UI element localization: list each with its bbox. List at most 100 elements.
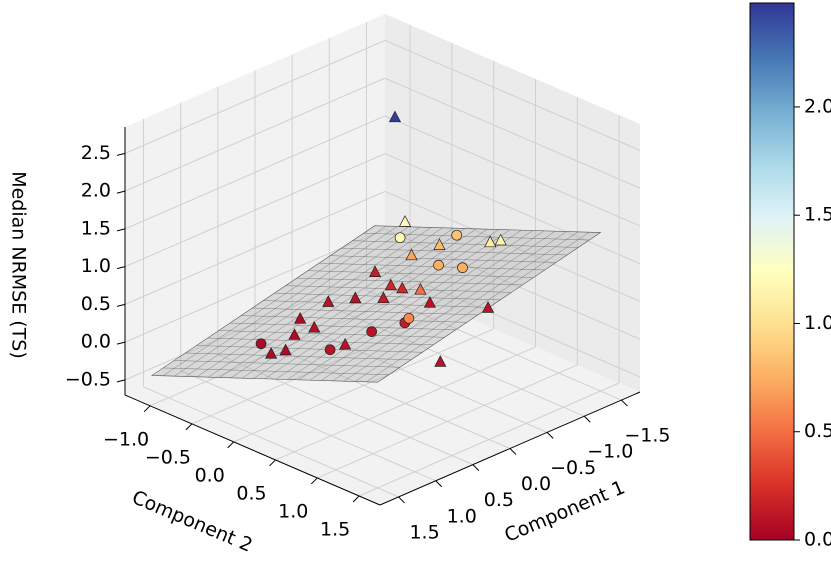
grid-line xyxy=(275,346,536,461)
colorbar xyxy=(749,2,795,541)
plane-mesh xyxy=(252,307,478,316)
grid-line xyxy=(124,190,386,305)
tick-mark xyxy=(116,341,126,345)
x-tick-label: 1.5 xyxy=(409,521,439,543)
plane-mesh xyxy=(196,345,423,353)
plane-mesh xyxy=(332,230,556,382)
grid-line xyxy=(124,266,386,381)
triangle-point xyxy=(433,238,446,250)
tick-mark xyxy=(227,441,235,449)
triangle-point xyxy=(339,337,352,350)
tick-mark xyxy=(116,190,126,194)
plane-mesh xyxy=(309,230,533,381)
z-tick-label: 0.5 xyxy=(81,293,111,315)
grid-line xyxy=(329,305,585,417)
tick-mark xyxy=(116,228,126,232)
tick-mark xyxy=(546,432,554,439)
plane-mesh xyxy=(163,367,389,375)
triangle-point xyxy=(423,295,436,308)
tick-mark xyxy=(116,379,126,383)
plane-mesh xyxy=(241,315,467,323)
triangle-point xyxy=(265,347,278,359)
triangle-point xyxy=(434,355,447,367)
tick-mark xyxy=(472,464,480,471)
grid-line xyxy=(384,190,641,302)
circle-point xyxy=(433,259,444,271)
axis-line xyxy=(124,394,381,506)
circle-point xyxy=(457,262,468,274)
x-tick-label: −0.5 xyxy=(550,457,596,479)
plane-mesh xyxy=(287,229,511,380)
grid-line xyxy=(358,382,620,497)
y-tick-label: 0.5 xyxy=(236,482,266,504)
plane-mesh xyxy=(298,229,522,381)
z-axis-label: Median NRMSE (TS) xyxy=(8,171,30,359)
triangle-point xyxy=(388,110,402,123)
x-tick-label: 0.5 xyxy=(484,489,514,511)
grid-line xyxy=(217,354,474,466)
triangle-point xyxy=(484,235,497,248)
circle-point xyxy=(394,232,406,244)
grid-line xyxy=(124,115,386,230)
y-tick-label: −1.0 xyxy=(103,428,149,450)
x-tick-label: 0.0 xyxy=(521,473,551,495)
tick-mark xyxy=(583,415,591,423)
plane-mesh xyxy=(354,231,579,382)
tick-mark xyxy=(116,152,126,156)
plane-mesh xyxy=(185,352,412,361)
y-tick-label: 1.0 xyxy=(278,500,308,522)
grid-line xyxy=(124,77,386,192)
grid-line xyxy=(143,386,399,498)
colorbar-tick-label: 0.5 xyxy=(804,420,831,442)
grid-line xyxy=(291,321,548,433)
triangle-point xyxy=(322,295,335,307)
grid-line xyxy=(366,289,622,401)
triangle-point xyxy=(494,233,507,246)
circle-point xyxy=(403,312,415,324)
circle-point xyxy=(366,326,378,338)
tick-mark xyxy=(143,405,151,413)
tick-mark xyxy=(269,459,276,467)
grid-line xyxy=(124,153,386,268)
grid-line xyxy=(317,364,578,479)
triangle-point xyxy=(384,278,397,291)
z-tick-label: −0.5 xyxy=(65,368,111,390)
y-tick-label: −0.5 xyxy=(145,446,191,468)
plane-mesh xyxy=(366,231,590,383)
y-tick-label: 1.5 xyxy=(320,518,350,540)
plane-mesh xyxy=(207,337,434,346)
triangle-point xyxy=(288,328,301,340)
plane-mesh xyxy=(264,228,488,380)
grid-line xyxy=(180,370,436,482)
triangle-point xyxy=(308,320,321,333)
colorbar-tick-label: 0.0 xyxy=(804,529,831,551)
z-tick-label: 2.0 xyxy=(81,180,111,202)
colorbar-tick-label: 1.5 xyxy=(804,204,831,226)
triangle-point xyxy=(481,301,495,313)
colorbar-tick-label: 2.0 xyxy=(804,95,831,117)
circle-point xyxy=(451,229,463,241)
triangle-point xyxy=(405,248,418,261)
colorbar-tick-label: 1.0 xyxy=(804,312,831,334)
triangle-point xyxy=(369,265,382,277)
triangle-point xyxy=(414,282,427,295)
plane-mesh xyxy=(275,229,500,380)
x-tick-label: −1.0 xyxy=(587,441,633,463)
grid-line xyxy=(384,153,641,265)
grid-line xyxy=(233,328,494,443)
plot-area: −1.5−1.0−0.50.00.51.01.5−1.0−0.50.00.51.… xyxy=(65,14,670,543)
triangle-point xyxy=(279,343,292,356)
tick-mark xyxy=(310,477,318,485)
tick-mark xyxy=(185,423,193,431)
circle-point xyxy=(255,338,267,350)
z-tick-label: 2.5 xyxy=(81,142,111,164)
tick-mark xyxy=(116,266,126,270)
grid-line xyxy=(384,228,641,340)
plane-mesh xyxy=(174,360,400,368)
tick-mark xyxy=(509,448,517,455)
plane-mesh xyxy=(218,330,445,338)
circle-point xyxy=(324,344,336,356)
plane-mesh xyxy=(343,231,567,382)
grid-line xyxy=(124,39,386,154)
